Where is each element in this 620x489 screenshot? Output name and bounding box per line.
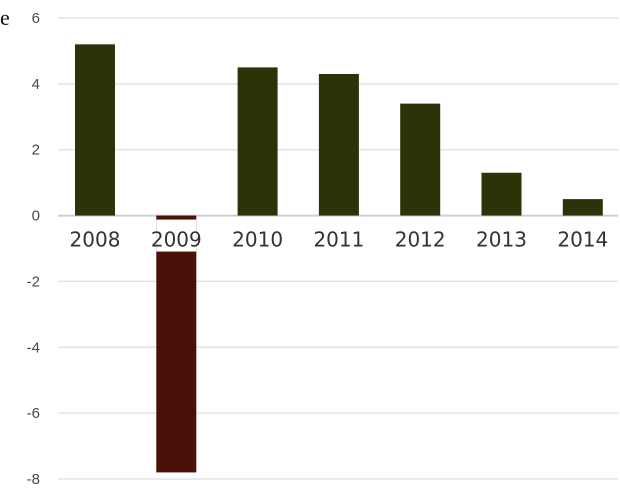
x-category-label: 2008: [70, 228, 121, 252]
x-category-label: 2013: [476, 228, 527, 252]
x-category-label: 2014: [557, 228, 608, 252]
y-axis-tick-labels: 6 4 2 0 -2 -4 -6 -8: [27, 10, 40, 488]
x-category-label: 2010: [232, 228, 283, 252]
y-tick-label: 2: [32, 142, 40, 159]
bars: [75, 44, 603, 473]
x-axis-category-labels: 2008 2009 2010 2011 2012 2013 2014: [70, 219, 608, 252]
y-tick-label: 6: [32, 10, 40, 27]
bar-2008: [75, 44, 115, 216]
bar-2011: [318, 73, 359, 216]
bar-2013: [481, 172, 522, 216]
bar-2009: [156, 215, 197, 473]
y-tick-label: -4: [27, 339, 40, 356]
label-backing: [156, 219, 197, 252]
y-tick-label: -2: [27, 273, 40, 290]
y-tick-label: 0: [32, 208, 40, 225]
x-category-label: 2009: [151, 228, 202, 252]
x-category-label: 2012: [395, 228, 446, 252]
y-tick-label: 4: [32, 76, 40, 93]
y-tick-label: -6: [27, 405, 40, 422]
bar-2012: [400, 103, 441, 216]
bar-2014: [562, 199, 603, 216]
y-tick-label: -8: [27, 471, 40, 488]
x-category-label: 2011: [313, 228, 364, 252]
bar-2010: [237, 67, 278, 216]
clipped-header-text: e: [0, 5, 10, 30]
